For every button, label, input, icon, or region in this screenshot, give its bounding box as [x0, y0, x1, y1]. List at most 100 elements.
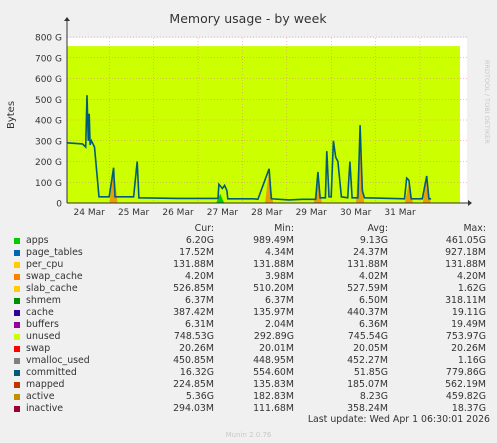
spike-area	[216, 193, 225, 203]
series-cur: 17.52M	[179, 247, 214, 258]
series-cur: 6.37M	[185, 295, 214, 306]
series-min: 111.68M	[253, 403, 294, 414]
series-avg: 24.37M	[353, 247, 388, 258]
legend-swatch	[14, 250, 20, 256]
series-cur: 224.85M	[173, 379, 214, 390]
series-min: 554.60M	[253, 367, 294, 378]
legend-row-swap: swap 20.26M 20.01M 20.05M 20.26M	[14, 343, 490, 355]
legend-swatch	[14, 274, 20, 280]
x-tick-label: 27 Mar	[207, 208, 239, 218]
series-max: 779.86G	[445, 367, 486, 378]
y-tick-label: 600 G	[35, 75, 62, 85]
y-axis-label: Bytes	[6, 101, 17, 129]
x-tick-label: 31 Mar	[384, 208, 416, 218]
series-name: swap	[26, 343, 51, 354]
legend-swatch	[14, 370, 20, 376]
legend-row-swap-cache: swap_cache 4.20M 3.98M 4.02M 4.20M	[14, 271, 490, 283]
series-max: 4.20M	[457, 271, 486, 282]
legend-row-inactive: inactive 294.03M 111.68M 358.24M 18.37G	[14, 403, 490, 415]
series-avg: 4.02M	[359, 271, 388, 282]
series-avg: 6.50M	[359, 295, 388, 306]
legend-row-unused: unused 748.53G 292.89G 745.54G 753.97G	[14, 331, 490, 343]
legend-swatch	[14, 310, 20, 316]
series-name: vmalloc_used	[26, 355, 90, 366]
series-name: unused	[26, 331, 61, 342]
y-tick-label: 700 G	[35, 54, 62, 64]
series-cur: 294.03M	[173, 403, 214, 414]
series-avg: 527.59M	[347, 283, 388, 294]
rrdtool-credit: RRDTOOL / TOBI OETIKER	[483, 60, 491, 144]
x-tick-label: 25 Mar	[118, 208, 150, 218]
y-tick-label: 800 G	[35, 34, 62, 44]
legend-row-vmalloc-used: vmalloc_used 450.85M 448.95M 452.27M 1.16G	[14, 355, 490, 367]
munin-version: Munin 2.0.76	[225, 431, 272, 439]
series-name: page_tables	[26, 247, 83, 258]
header-avg: Avg:	[367, 223, 388, 234]
legend-row-cache: cache 387.42M 135.97M 440.37M 19.11G	[14, 307, 490, 319]
series-avg: 20.05M	[353, 343, 388, 354]
series-avg: 440.37M	[347, 307, 388, 318]
series-max: 461.05G	[445, 235, 486, 246]
series-avg: 8.23G	[359, 391, 388, 402]
last-update: Last update: Wed Apr 1 06:30:01 2026	[307, 414, 490, 425]
legend-header: Cur: Min: Avg: Max:	[14, 223, 490, 235]
series-avg: 185.07M	[347, 379, 388, 390]
series-max: 459.82G	[445, 391, 486, 402]
series-name: buffers	[26, 319, 59, 330]
series-name: apps	[26, 235, 49, 246]
series-max: 18.37G	[451, 403, 486, 414]
y-tick-label: 100 G	[35, 179, 62, 189]
series-name: mapped	[26, 379, 65, 390]
memory-chart: Memory usage - by week Bytes RRDTOOL / TOB…	[6, 11, 491, 218]
committed-line	[66, 95, 432, 201]
legend-swatch	[14, 394, 20, 400]
unused-area	[67, 46, 460, 203]
series-avg: 9.13G	[359, 235, 388, 246]
legend-row-page-tables: page_tables 17.52M 4.34M 24.37M 927.18M	[14, 247, 490, 259]
series-max: 927.18M	[445, 247, 486, 258]
series-max: 19.49M	[451, 319, 486, 330]
series-cur: 20.26M	[179, 343, 214, 354]
series-avg: 6.36M	[359, 319, 388, 330]
series-min: 135.97M	[253, 307, 294, 318]
series-avg: 452.27M	[347, 355, 388, 366]
series-min: 131.88M	[253, 259, 294, 270]
x-tick-label: 26 Mar	[162, 208, 194, 218]
series-name: shmem	[26, 295, 61, 306]
series-cur: 16.32G	[179, 367, 214, 378]
series-min: 135.83M	[253, 379, 294, 390]
series-max: 20.26M	[451, 343, 486, 354]
legend-row-mapped: mapped 224.85M 135.83M 185.07M 562.19M	[14, 379, 490, 391]
series-max: 753.97G	[445, 331, 486, 342]
legend-swatch	[14, 346, 20, 352]
series-max: 1.62G	[457, 283, 486, 294]
header-min: Min:	[274, 223, 294, 234]
series-min: 292.89G	[253, 331, 294, 342]
legend-swatch	[14, 358, 20, 364]
x-tick-label: 29 Mar	[296, 208, 328, 218]
series-min: 3.98M	[265, 271, 294, 282]
series-name: swap_cache	[26, 271, 83, 282]
y-tick-label: 0	[56, 200, 62, 210]
x-tick-label: 24 Mar	[74, 208, 106, 218]
y-tick-label: 400 G	[35, 117, 62, 127]
legend-swatch	[14, 286, 20, 292]
legend-swatch	[14, 322, 20, 328]
series-min: 182.83M	[253, 391, 294, 402]
series-min: 6.37M	[265, 295, 294, 306]
legend-row-committed: committed 16.32G 554.60M 51.85G 779.86G	[14, 367, 490, 379]
legend-row-per-cpu: per_cpu 131.88M 131.88M 131.88M 131.88M	[14, 259, 490, 271]
series-max: 318.11M	[445, 295, 486, 306]
x-tick-label: 28 Mar	[251, 208, 283, 218]
legend-swatch	[14, 298, 20, 304]
series-name: slab_cache	[26, 283, 78, 294]
series-avg: 131.88M	[347, 259, 388, 270]
y-axis-arrow	[64, 17, 70, 21]
series-avg: 358.24M	[347, 403, 388, 414]
series-min: 989.49M	[253, 235, 294, 246]
series-name: cache	[26, 307, 54, 318]
legend-swatch	[14, 238, 20, 244]
series-name: active	[26, 391, 55, 402]
series-max: 1.16G	[457, 355, 486, 366]
legend-row-slab-cache: slab_cache 526.85M 510.20M 527.59M 1.62G	[14, 283, 490, 295]
